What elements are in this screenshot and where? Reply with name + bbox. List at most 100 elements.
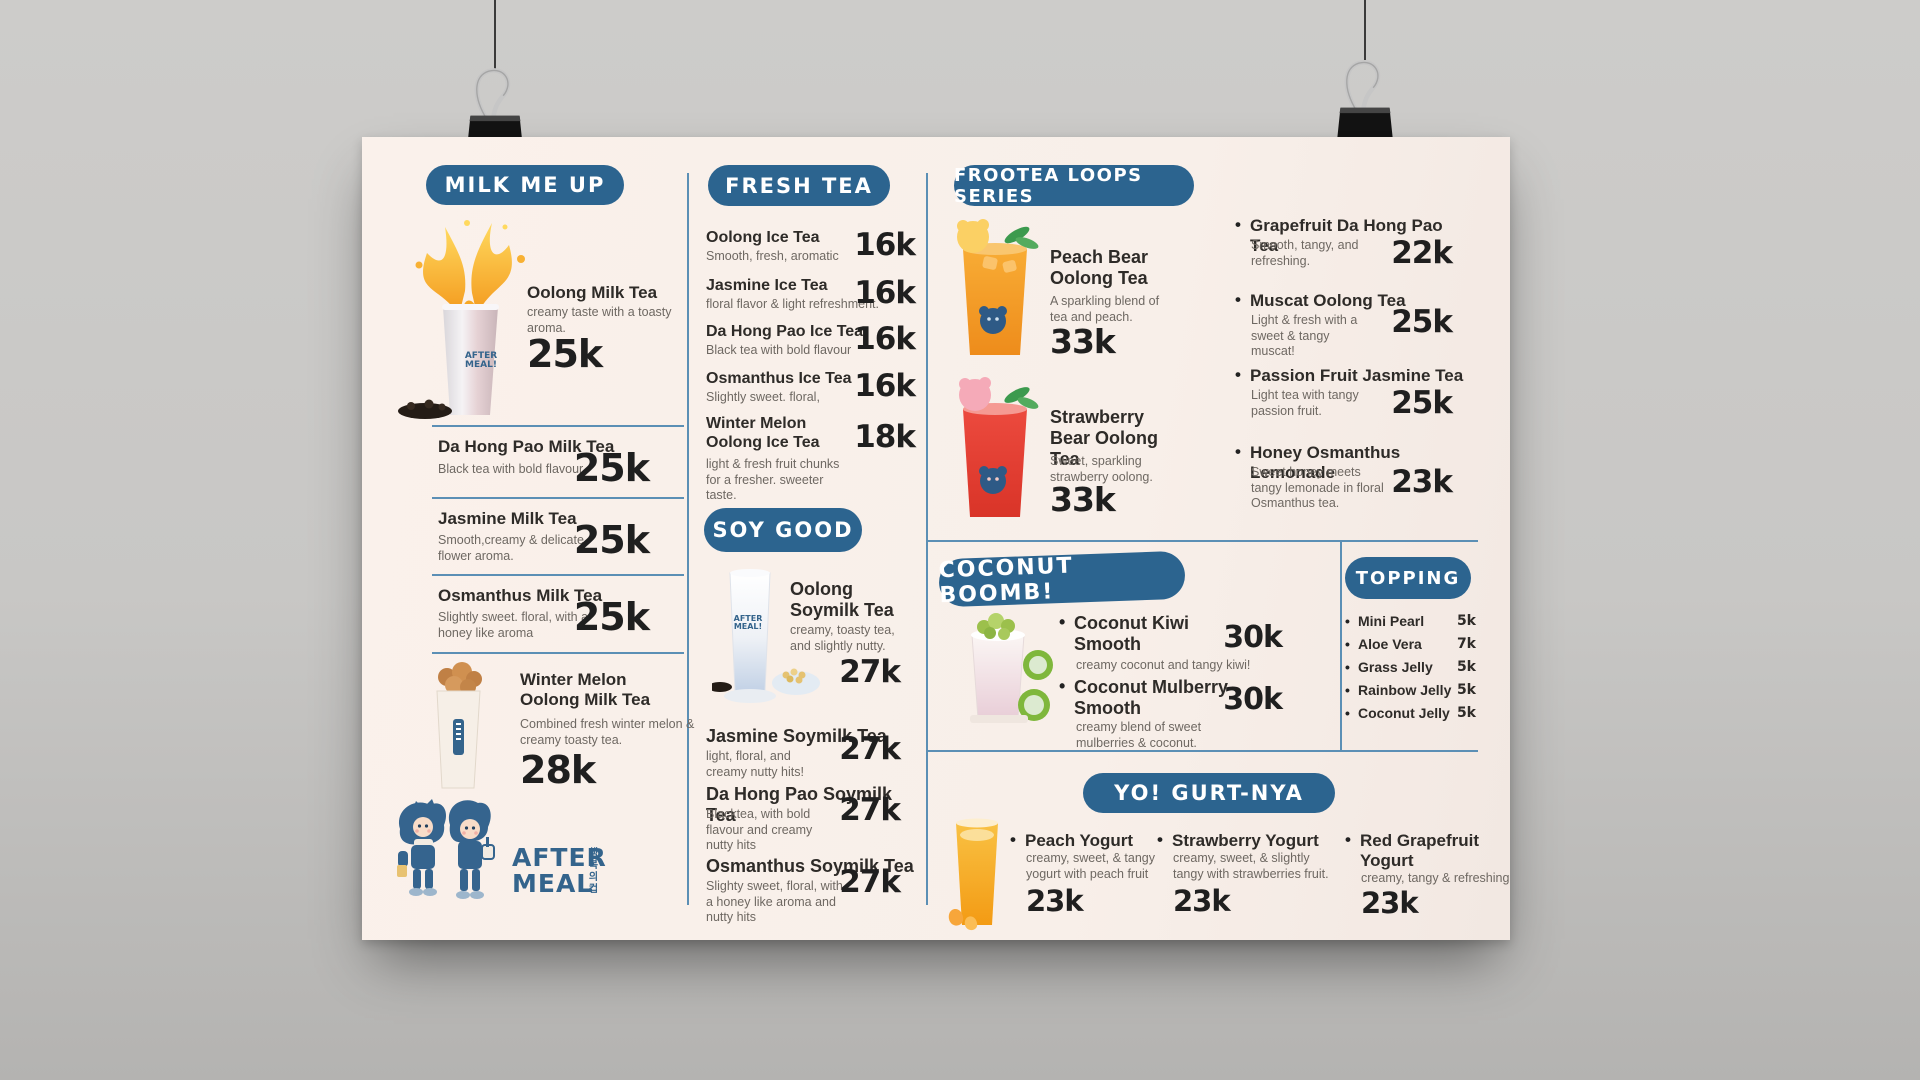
- item-price: 28k: [520, 748, 596, 792]
- item-price: 27k: [839, 654, 901, 690]
- item-price: 23k: [1361, 886, 1419, 920]
- item-desc: Light & fresh with a sweet & tangy musca…: [1251, 313, 1358, 358]
- item-price: 30k: [1223, 682, 1283, 717]
- peach-bear-oolong-image: [957, 219, 1039, 355]
- item-price: 22k: [1391, 235, 1453, 271]
- section-badge-soy-good: SOY GOOD: [704, 508, 862, 552]
- cup-brand-label: AFTER MEAL!: [464, 351, 498, 371]
- item-name: Grapefruit Da Hong Pao Tea: [1235, 215, 1475, 256]
- divider-col1: [687, 173, 689, 905]
- item-desc: creamy blend of sweet mulberries & cocon…: [1076, 720, 1202, 750]
- item-desc: light, floral, and creamy nutty hits!: [706, 749, 804, 779]
- item-price: 25k: [1391, 304, 1453, 340]
- divider: [432, 652, 684, 654]
- topping-row: Coconut Jelly 5k: [1345, 701, 1476, 724]
- item-name: Coconut Mulberry Smooth: [1059, 676, 1239, 719]
- item-desc: light & fresh fruit chunks for a fresher…: [706, 457, 840, 502]
- section-badge-topping: TOPPING: [1345, 557, 1471, 599]
- winter-melon-milk-tea-image: [436, 662, 482, 789]
- item-desc: creamy coconut and tangy kiwi!: [1076, 658, 1251, 672]
- oolong-milk-tea-image: [398, 220, 525, 419]
- item-name: Strawberry Yogurt: [1157, 830, 1342, 851]
- divider-coconut-bottom: [928, 750, 1478, 752]
- item-name: Jasmine Ice Tea: [706, 277, 828, 294]
- cup-brand-label: AFTER MEAL!: [733, 614, 763, 632]
- item-price: 23k: [1391, 464, 1453, 500]
- hanging-string-left: [494, 0, 496, 70]
- item-desc: Blacktea, with bold flavour and creamy n…: [706, 807, 813, 852]
- item-price: 16k: [854, 368, 916, 404]
- menu-poster: MILK ME UP AFTER MEAL! Oolong Milk Tea c…: [362, 137, 1510, 940]
- peach-yogurt-image: [948, 818, 998, 931]
- item-price: 23k: [1026, 884, 1084, 918]
- topping-row: Mini Pearl 5k: [1345, 609, 1476, 632]
- item-name: Oolong Milk Tea: [527, 283, 658, 302]
- item-name: Da Hong Pao Milk Tea: [438, 437, 615, 456]
- coconut-smoothie-image: [970, 613, 1053, 723]
- item-name: Oolong Ice Tea: [706, 229, 820, 246]
- topping-list: Mini Pearl 5k Aloe Vera 7k Grass Jelly 5…: [1345, 609, 1476, 724]
- topping-price: 5k: [1456, 681, 1476, 698]
- item-price: 23k: [1173, 884, 1231, 918]
- item-name: Red Grapefruit Yogurt: [1345, 830, 1480, 871]
- item-name: Da Hong Pao Soymilk Tea: [706, 784, 893, 826]
- item-desc: Smooth,creamy & delicate flower aroma.: [438, 533, 584, 563]
- divider-coconut-topping: [1340, 540, 1342, 752]
- oolong-soymilk-image: [712, 569, 820, 703]
- item-desc: Light tea with tangy passion fruit.: [1251, 388, 1359, 418]
- item-name: Jasmine Milk Tea: [438, 509, 577, 528]
- item-price: 25k: [573, 518, 650, 562]
- item-name: Peach Yogurt: [1010, 830, 1155, 851]
- item-price: 25k: [527, 332, 603, 376]
- item-name: Winter Melon Oolong Ice Tea: [706, 415, 820, 451]
- divider: [432, 425, 684, 427]
- item-price: 33k: [1050, 480, 1116, 519]
- topping-price: 5k: [1456, 612, 1476, 629]
- divider-frootea-bottom: [928, 540, 1478, 542]
- item-desc: Smooth, fresh, aromatic: [706, 249, 839, 263]
- item-name: Winter Melon Oolong Milk Tea: [520, 670, 651, 710]
- item-price: 27k: [839, 731, 901, 767]
- item-price: 25k: [573, 595, 650, 639]
- brand-line1: AFTER: [512, 843, 607, 872]
- item-desc: creamy, sweet, & slightly tangy with str…: [1173, 851, 1329, 881]
- item-desc: Sweet, sparkling strawberry oolong.: [1050, 454, 1153, 484]
- item-desc: A sparkling blend of tea and peach.: [1050, 294, 1160, 324]
- topping-row: Aloe Vera 7k: [1345, 632, 1476, 655]
- item-price: 25k: [1391, 385, 1453, 421]
- brand-name: AFTER MEAL: [512, 845, 607, 896]
- item-desc: floral flavor & light refreshment.: [706, 297, 879, 311]
- item-desc: Slightly sweet. floral,: [706, 390, 820, 404]
- item-price: 27k: [839, 864, 901, 900]
- item-desc: creamy, sweet, & tangy yogurt with peach…: [1026, 851, 1155, 881]
- item-name: Osmanthus Soymilk Tea: [706, 856, 914, 876]
- section-badge-yogurt: YO! GURT-NYA: [1083, 773, 1335, 813]
- item-price: 27k: [839, 792, 901, 828]
- section-badge-milk-me-up: MILK ME UP: [426, 165, 624, 205]
- brand-mascots-image: [397, 799, 495, 899]
- item-price: 30k: [1223, 620, 1283, 655]
- section-badge-frootea: FROOTEA LOOPS SERIES: [954, 165, 1194, 207]
- section-badge-fresh-tea: FRESH TEA: [708, 165, 890, 206]
- item-name: Da Hong Pao Ice Tea: [706, 323, 864, 340]
- divider: [432, 574, 684, 576]
- item-name: Oolong Soymilk Tea: [790, 579, 894, 621]
- item-price: 16k: [854, 321, 916, 357]
- strawberry-bear-oolong-image: [959, 377, 1039, 517]
- item-name: Honey Osmanthus Lemonade: [1235, 442, 1485, 483]
- brand-korean-text: 행복의컵: [586, 847, 597, 895]
- item-desc: Slightly sweet. floral, with a honey lik…: [438, 610, 589, 640]
- brand-line2: MEAL: [512, 868, 594, 898]
- item-desc: creamy, toasty tea, and slightly nutty.: [790, 623, 895, 653]
- item-price: 25k: [573, 446, 650, 490]
- topping-name: Rainbow Jelly: [1358, 681, 1452, 698]
- item-price: 33k: [1050, 322, 1116, 361]
- item-name: Peach Bear Oolong Tea: [1050, 247, 1149, 289]
- item-desc: Sweet honey meets tangy lemonade in flor…: [1251, 465, 1384, 510]
- topping-name: Mini Pearl: [1358, 612, 1425, 629]
- topping-name: Aloe Vera: [1358, 635, 1422, 652]
- item-name: Coconut Kiwi Smooth: [1059, 612, 1199, 655]
- topping-price: 5k: [1456, 704, 1476, 721]
- item-desc: Black tea with bold flavour: [438, 462, 584, 476]
- item-name: Osmanthus Ice Tea: [706, 370, 852, 387]
